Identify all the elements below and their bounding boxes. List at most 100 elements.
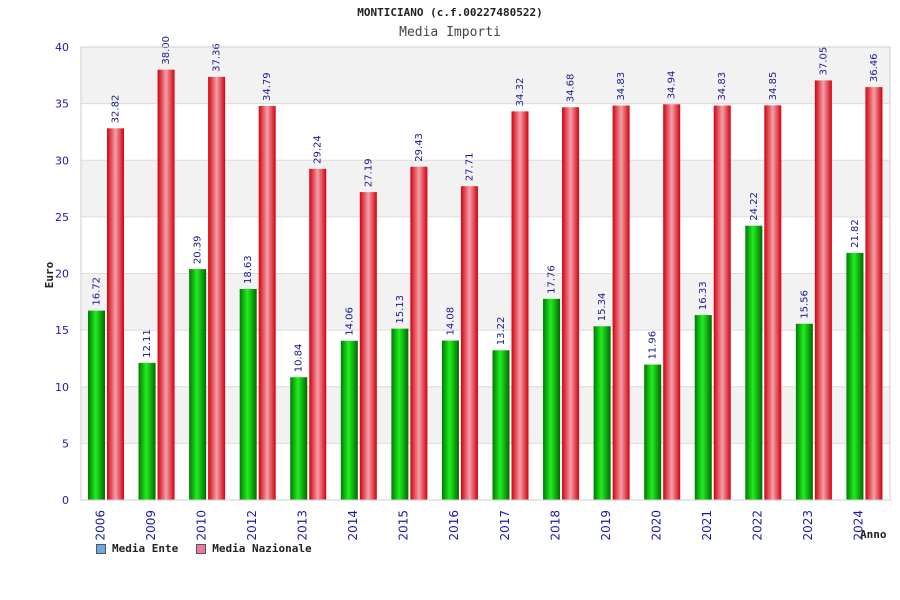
x-tick-label: 2018 [548,510,562,541]
data-label-media-nazionale: 27.19 [363,158,374,187]
bar-media-nazionale [359,192,377,501]
x-tick-label: 2024 [852,510,866,541]
legend-swatch-ente [96,543,106,554]
data-label-media-ente: 17.76 [547,265,558,294]
bar-media-nazionale [309,168,327,500]
x-tick-label: 2019 [599,510,613,541]
bar-media-ente [138,362,156,500]
bar-media-ente [290,377,308,500]
y-tick-label: 40 [55,41,69,54]
chart-title: MONTICIANO (c.f.00227480522) [357,6,543,19]
x-tick-label: 2013 [296,510,310,541]
x-tick-label: 2015 [397,510,411,541]
x-tick-label: 2010 [194,510,208,541]
bar-media-ente [88,310,105,500]
bar-media-ente [543,298,561,500]
legend-item-nazionale: Media Nazionale [196,542,312,555]
data-label-media-nazionale: 34.32 [515,78,526,107]
data-label-media-ente: 15.56 [799,290,810,319]
bar-media-ente [492,350,510,500]
data-label-media-ente: 12.11 [142,329,153,358]
data-label-media-ente: 18.63 [243,255,254,284]
chart-subtitle: Media Importi [399,25,501,40]
data-label-media-ente: 15.13 [395,295,406,324]
data-label-media-ente: 11.96 [648,331,659,360]
bar-media-ente [239,289,257,500]
x-tick-label: 2021 [700,510,714,541]
data-label-media-nazionale: 29.24 [313,135,324,164]
bar-media-nazionale [157,69,175,501]
bar-media-nazionale [764,105,782,500]
y-tick-label: 35 [55,98,69,111]
data-label-media-nazionale: 27.71 [464,153,475,182]
data-label-media-ente: 13.22 [496,317,507,346]
bar-media-nazionale [460,186,478,500]
x-tick-label: 2006 [93,510,107,541]
bar-media-nazionale [865,87,883,500]
x-tick-label: 2016 [447,510,461,541]
bar-media-ente [340,340,358,500]
data-label-media-nazionale: 37.05 [818,47,829,76]
legend-label-ente: Media Ente [112,542,179,555]
data-label-media-nazionale: 34.85 [768,72,779,101]
y-tick-label: 5 [62,437,69,450]
legend-label-nazionale: Media Nazionale [212,542,312,555]
bar-media-ente [795,323,813,500]
data-label-media-nazionale: 37.36 [212,43,223,72]
bar-media-nazionale [107,128,124,500]
data-label-media-nazionale: 34.94 [667,71,678,100]
data-label-media-nazionale: 34.68 [566,74,577,103]
x-tick-label: 2017 [498,510,512,541]
y-axis-title: Euro [43,261,56,288]
x-tick-label: 2020 [649,510,663,541]
bar-media-nazionale [511,111,529,501]
data-label-media-ente: 16.72 [92,277,103,306]
y-tick-label: 30 [55,154,69,167]
bar-media-ente [694,315,712,500]
y-tick-label: 15 [55,324,69,337]
legend-item-ente: Media Ente [96,542,178,555]
bar-media-ente [745,225,763,500]
bar-media-nazionale [814,80,832,500]
x-axis-title: Anno [860,528,887,541]
data-label-media-ente: 24.22 [749,192,760,221]
y-tick-label: 10 [55,381,69,394]
legend: Media Ente Media Nazionale [96,542,312,555]
bar-media-nazionale [663,104,681,500]
data-label-media-ente: 14.08 [445,307,456,336]
bar-media-nazionale [612,105,630,501]
data-label-media-nazionale: 34.83 [616,72,627,101]
bar-media-ente [441,340,459,500]
bar-media-nazionale [562,107,580,501]
bar-media-nazionale [713,105,731,501]
data-label-media-nazionale: 32.82 [111,95,122,124]
data-label-media-ente: 14.06 [344,307,355,336]
bar-media-nazionale [410,166,428,500]
data-label-media-ente: 16.33 [698,281,709,310]
x-tick-label: 2014 [346,510,360,541]
x-tick-label: 2009 [144,510,158,541]
x-tick-label: 2023 [801,510,815,541]
data-label-media-ente: 15.34 [597,293,608,322]
bar-media-ente [593,326,611,500]
y-tick-label: 25 [55,211,69,224]
data-label-media-ente: 20.39 [193,235,204,264]
bar-media-nazionale [258,106,276,501]
bar-media-ente [644,364,662,500]
data-label-media-ente: 21.82 [850,219,861,248]
bar-media-nazionale [208,76,226,500]
data-label-media-nazionale: 36.46 [869,53,880,82]
y-tick-label: 0 [62,494,69,507]
x-tick-label: 2012 [245,510,259,541]
data-label-media-nazionale: 38.00 [161,36,172,65]
data-label-media-nazionale: 34.79 [262,72,273,101]
plot-area [80,46,891,501]
data-label-media-nazionale: 34.83 [717,72,728,101]
bar-media-ente [189,269,207,500]
y-tick-label: 20 [55,268,69,281]
bar-media-ente [391,328,409,500]
x-tick-label: 2022 [751,510,765,541]
legend-swatch-nazionale [196,543,207,554]
data-label-media-nazionale: 29.43 [414,133,425,162]
